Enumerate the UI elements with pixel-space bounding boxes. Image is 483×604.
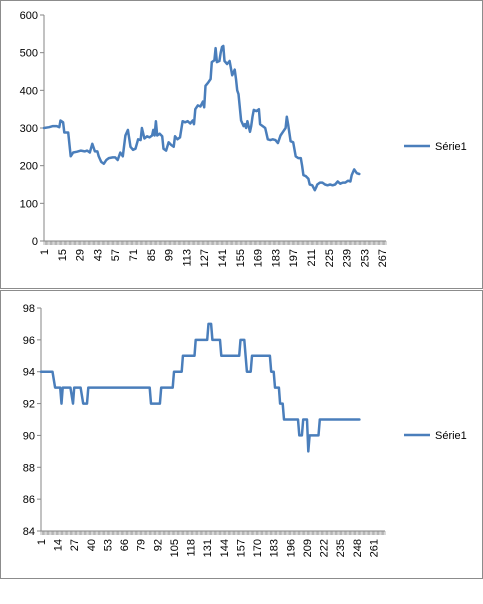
x-tick-label: 170 bbox=[252, 539, 264, 557]
y-tick-label: 300 bbox=[20, 123, 38, 135]
x-tick-label: 222 bbox=[319, 539, 331, 557]
y-tick-label: 600 bbox=[20, 10, 38, 22]
y-tick-label: 96 bbox=[23, 335, 35, 347]
chart-1-svg: 0 100 200 300 400 500 600 1 15 29 43 57 71 85 99 113 127… bbox=[20, 10, 467, 267]
x-tick-label: 211 bbox=[306, 249, 318, 267]
y-tick-label: 86 bbox=[23, 494, 35, 506]
x-tick-label: 209 bbox=[302, 539, 314, 557]
x-tick-label: 235 bbox=[335, 539, 347, 557]
x-tick-label: 71 bbox=[128, 249, 140, 261]
x-tick-label: 57 bbox=[110, 249, 122, 261]
x-tick-label: 196 bbox=[285, 539, 297, 557]
chart-2-svg: 84 86 88 90 92 94 96 98 1 14 27 40 53 66 79 92 105 118 131… bbox=[23, 303, 467, 557]
x-tick-label: 79 bbox=[136, 539, 148, 551]
x-tick-label: 183 bbox=[269, 539, 281, 557]
x-tick-label: 267 bbox=[377, 249, 389, 267]
x-tick-label: 239 bbox=[342, 249, 354, 267]
x-tick-label: 99 bbox=[164, 249, 176, 261]
x-tick-label: 105 bbox=[169, 539, 181, 557]
x-tick-label: 248 bbox=[352, 539, 364, 557]
y-tick-label: 94 bbox=[23, 367, 35, 379]
y-tick-label: 88 bbox=[23, 462, 35, 474]
x-tick-label: 113 bbox=[181, 249, 193, 267]
y-tick-label: 500 bbox=[20, 48, 38, 60]
y-tick-label: 92 bbox=[23, 399, 35, 411]
x-tick-label: 144 bbox=[219, 539, 231, 557]
y-tick-label: 200 bbox=[20, 161, 38, 173]
y-tick-label: 400 bbox=[20, 85, 38, 97]
y-tick-label: 0 bbox=[32, 236, 38, 248]
x-tick-label: 29 bbox=[75, 249, 87, 261]
x-tick-label: 169 bbox=[253, 249, 265, 267]
x-tick-label: 197 bbox=[288, 249, 300, 267]
x-tick-label: 261 bbox=[368, 539, 380, 557]
legend-label: Série1 bbox=[435, 141, 467, 153]
y-tick-label: 84 bbox=[23, 526, 35, 538]
x-tick-label: 225 bbox=[324, 249, 336, 267]
x-tick-label: 14 bbox=[53, 539, 65, 551]
x-tick-label: 127 bbox=[199, 249, 211, 267]
series-line-1 bbox=[39, 322, 361, 453]
x-tick-label: 155 bbox=[235, 249, 247, 267]
x-tick-label: 53 bbox=[102, 539, 114, 551]
y-tick-label: 98 bbox=[23, 303, 35, 315]
x-tick-label: 253 bbox=[359, 249, 371, 267]
chart-2-frame: 84 86 88 90 92 94 96 98 1 14 27 40 53 66 79 92 105 118 131… bbox=[0, 290, 483, 579]
chart-1-frame: 0 100 200 300 400 500 600 1 15 29 43 57 71 85 99 113 127… bbox=[0, 0, 483, 289]
x-tick-label: 43 bbox=[92, 249, 104, 261]
x-tick-label: 118 bbox=[186, 539, 198, 557]
x-tick-label: 1 bbox=[36, 539, 48, 545]
series-line-1 bbox=[42, 44, 361, 192]
x-tick-label: 141 bbox=[217, 249, 229, 267]
y-tick-label: 90 bbox=[23, 430, 35, 442]
x-tick-label: 131 bbox=[202, 539, 214, 557]
x-tick-label: 27 bbox=[69, 539, 81, 551]
x-tick-label: 15 bbox=[57, 249, 69, 261]
x-tick-label: 157 bbox=[235, 539, 247, 557]
legend-label: Série1 bbox=[435, 430, 467, 442]
x-tick-label: 40 bbox=[86, 539, 98, 551]
x-tick-label: 1 bbox=[39, 249, 51, 255]
x-tick-label: 85 bbox=[146, 249, 158, 261]
y-tick-label: 100 bbox=[20, 198, 38, 210]
x-tick-label: 92 bbox=[152, 539, 164, 551]
x-tick-label: 183 bbox=[270, 249, 282, 267]
x-tick-label: 66 bbox=[119, 539, 131, 551]
